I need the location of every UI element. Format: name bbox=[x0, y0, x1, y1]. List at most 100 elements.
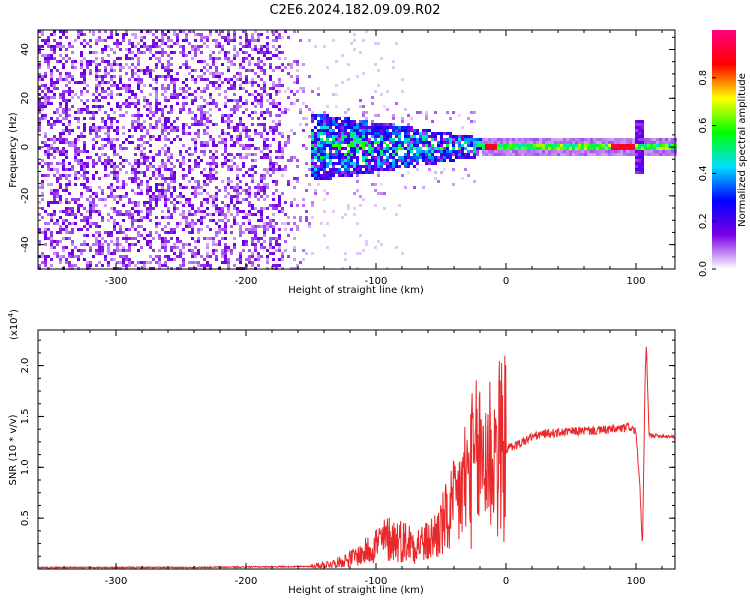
spectrogram-cell bbox=[143, 96, 146, 99]
spectrogram-cell bbox=[71, 75, 74, 78]
spectrogram-cell bbox=[83, 216, 86, 219]
spectrogram-cell bbox=[191, 177, 194, 180]
spectrogram-cell bbox=[245, 198, 248, 201]
spectrogram-cell bbox=[362, 105, 365, 108]
spectrogram-cell bbox=[503, 147, 506, 150]
spectrogram-cell bbox=[368, 141, 371, 144]
spectrogram-cell bbox=[83, 69, 86, 72]
spectrogram-cell bbox=[176, 93, 179, 96]
snr-x-label: Height of straight line (km) bbox=[288, 585, 424, 596]
spectrogram-cell bbox=[365, 132, 368, 135]
spectrogram-cell bbox=[158, 174, 161, 177]
spectrogram-cell bbox=[221, 117, 224, 120]
spectrogram-cell bbox=[620, 144, 623, 147]
spectrogram-cell bbox=[251, 39, 254, 42]
spectrogram-cell bbox=[143, 120, 146, 123]
spectrogram-cell bbox=[365, 120, 368, 123]
spectrogram-cell bbox=[341, 141, 344, 144]
spectrogram-cell bbox=[68, 75, 71, 78]
spectrogram-cell bbox=[119, 69, 122, 72]
spectrogram-cell bbox=[275, 264, 278, 267]
spectrogram-cell bbox=[170, 129, 173, 132]
spectrogram-cell bbox=[332, 171, 335, 174]
spectrogram-cell bbox=[248, 39, 251, 42]
spectrogram-cell bbox=[311, 120, 314, 123]
spectrogram-cell bbox=[80, 33, 83, 36]
spectrogram-cell bbox=[548, 141, 551, 144]
spectrogram-cell bbox=[233, 57, 236, 60]
spectrogram-cell bbox=[269, 252, 272, 255]
spectrogram-cell bbox=[155, 93, 158, 96]
spectrogram-cell bbox=[212, 123, 215, 126]
spectrogram-cell bbox=[467, 117, 470, 120]
spectrogram-cell bbox=[86, 150, 89, 153]
spectrogram-cell bbox=[125, 195, 128, 198]
spectrogram-cell bbox=[287, 63, 290, 66]
spectrogram-cell bbox=[242, 174, 245, 177]
spectrogram-cell bbox=[245, 129, 248, 132]
spectrogram-cell bbox=[329, 132, 332, 135]
spectrogram-cell bbox=[398, 204, 401, 207]
spectrogram-cell bbox=[128, 78, 131, 81]
spectrogram-cell bbox=[242, 60, 245, 63]
spectrogram-cell bbox=[200, 111, 203, 114]
spectrogram-cell bbox=[410, 126, 413, 129]
spectrogram-cell bbox=[170, 228, 173, 231]
spectrogram-cell bbox=[584, 144, 587, 147]
spectrogram-cell bbox=[425, 111, 428, 114]
spectrogram-cell bbox=[500, 141, 503, 144]
spectrogram-cell bbox=[71, 264, 74, 267]
spectrogram-cell bbox=[362, 150, 365, 153]
spectrogram-cell bbox=[119, 162, 122, 165]
spectrogram-cell bbox=[638, 159, 641, 162]
spectrogram-cell bbox=[347, 171, 350, 174]
spectrogram-cell bbox=[56, 81, 59, 84]
spectrogram-cell bbox=[263, 168, 266, 171]
spectrogram-cell bbox=[263, 234, 266, 237]
spectrogram-cell bbox=[185, 63, 188, 66]
spectrogram-cell bbox=[74, 159, 77, 162]
spectrogram-cell bbox=[89, 156, 92, 159]
spectrogram-cell bbox=[161, 63, 164, 66]
spectrogram-cell bbox=[188, 72, 191, 75]
spectrogram-cell bbox=[284, 201, 287, 204]
spectrogram-cell bbox=[155, 57, 158, 60]
spectrogram-cell bbox=[83, 171, 86, 174]
spectrogram-cell bbox=[65, 30, 68, 33]
spectrogram-cell bbox=[395, 246, 398, 249]
spectrogram-cell bbox=[608, 153, 611, 156]
spectrogram-cell bbox=[254, 231, 257, 234]
spectrogram-cell bbox=[47, 102, 50, 105]
spectrogram-cell bbox=[122, 36, 125, 39]
spectrogram-cell bbox=[68, 123, 71, 126]
spectrogram-cell bbox=[170, 141, 173, 144]
spectrogram-cell bbox=[113, 198, 116, 201]
spectrogram-cell bbox=[284, 165, 287, 168]
spectrogram-cell bbox=[470, 144, 473, 147]
spectrogram-cell bbox=[188, 168, 191, 171]
spectrogram-cell bbox=[179, 255, 182, 258]
spectrogram-cell bbox=[611, 138, 614, 141]
spectrogram-cell bbox=[272, 219, 275, 222]
spectrogram-cell bbox=[242, 30, 245, 33]
spectrogram-cell bbox=[86, 60, 89, 63]
spectrogram-cell bbox=[38, 87, 41, 90]
spectrogram-cell bbox=[167, 159, 170, 162]
spectrogram-cell bbox=[359, 99, 362, 102]
spectrogram-cell bbox=[137, 57, 140, 60]
spectrogram-cell bbox=[89, 117, 92, 120]
spectrogram-cell bbox=[251, 57, 254, 60]
spectrogram-cell bbox=[398, 165, 401, 168]
spectrogram-cell bbox=[86, 111, 89, 114]
spectrogram-cell bbox=[212, 99, 215, 102]
spectrogram-cell bbox=[137, 42, 140, 45]
spectrogram-cell bbox=[80, 75, 83, 78]
spectrogram-cell bbox=[122, 195, 125, 198]
x-tick-label: -300 bbox=[105, 276, 128, 287]
spectrogram-cell bbox=[404, 126, 407, 129]
spectrogram-cell bbox=[188, 159, 191, 162]
spectrogram-cell bbox=[44, 99, 47, 102]
spectrogram-cell bbox=[428, 156, 431, 159]
spectrogram-cell bbox=[155, 99, 158, 102]
spectrogram-cell bbox=[296, 225, 299, 228]
